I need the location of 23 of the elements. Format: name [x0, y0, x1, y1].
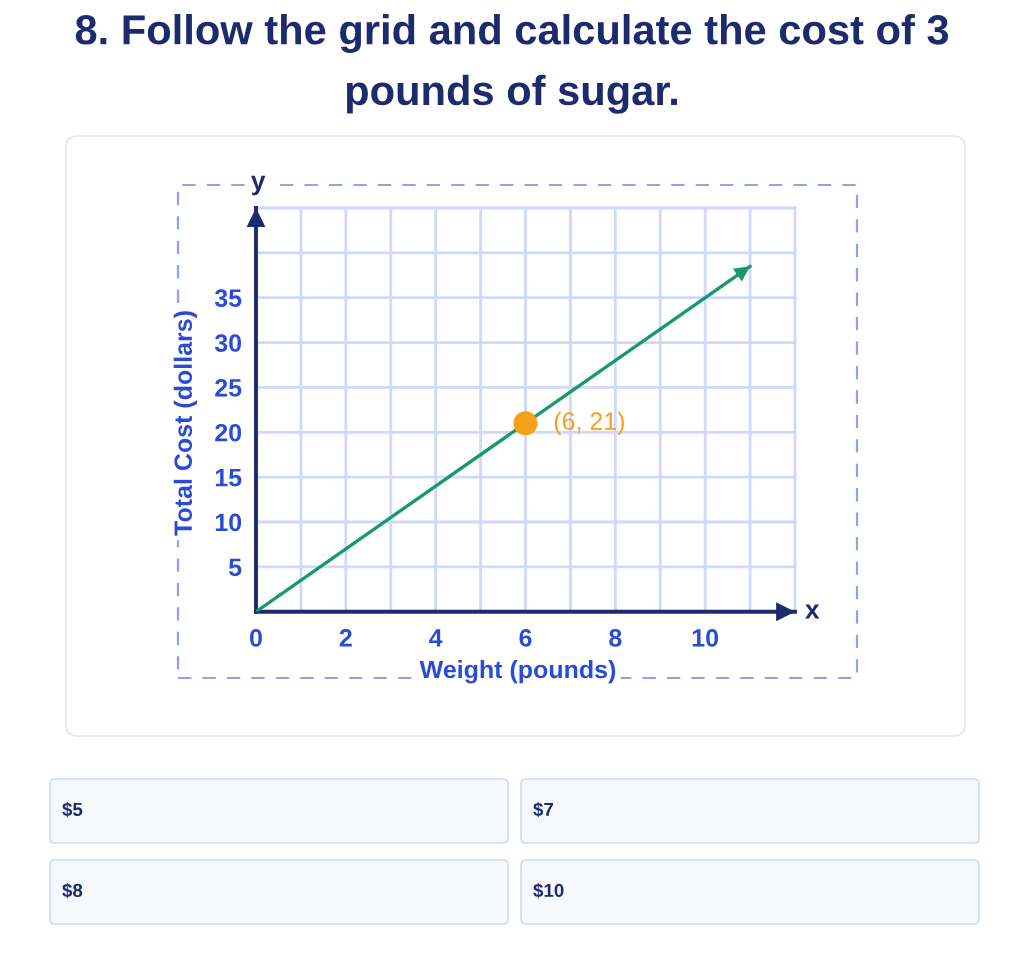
text: $8 — [62, 882, 83, 899]
x-tick-label: 10 — [692, 629, 719, 647]
y-tick-label: 5 — [228, 558, 242, 577]
y-tick-label: 10 — [215, 513, 242, 532]
x-tick-label: 2 — [339, 629, 352, 647]
x-tick-label: 6 — [519, 629, 532, 647]
x-tick-label: 0 — [250, 629, 262, 647]
y-tick-label: 30 — [214, 334, 242, 352]
text: $5 — [62, 801, 83, 818]
text: $7 — [533, 801, 554, 818]
annotation: (6, 21) — [554, 411, 624, 435]
y-tick-label: 20 — [215, 423, 242, 442]
text: y — [251, 175, 266, 196]
y-tick-label: 25 — [215, 379, 242, 397]
text: x — [805, 604, 820, 619]
chart-title: 8. Follow the grid and calculate the cost of 3 pounds of sugar. — [75, 14, 949, 114]
x-tick-label: 4 — [429, 629, 443, 647]
text: $10 — [533, 882, 564, 899]
y-tick-label: 15 — [215, 468, 242, 487]
y-axis-title: Total Cost (dollars) — [173, 311, 197, 536]
x-axis-title: Weight (pounds) — [419, 660, 616, 684]
x-tick-label: 8 — [609, 629, 622, 647]
y-tick-label: 35 — [214, 289, 242, 308]
